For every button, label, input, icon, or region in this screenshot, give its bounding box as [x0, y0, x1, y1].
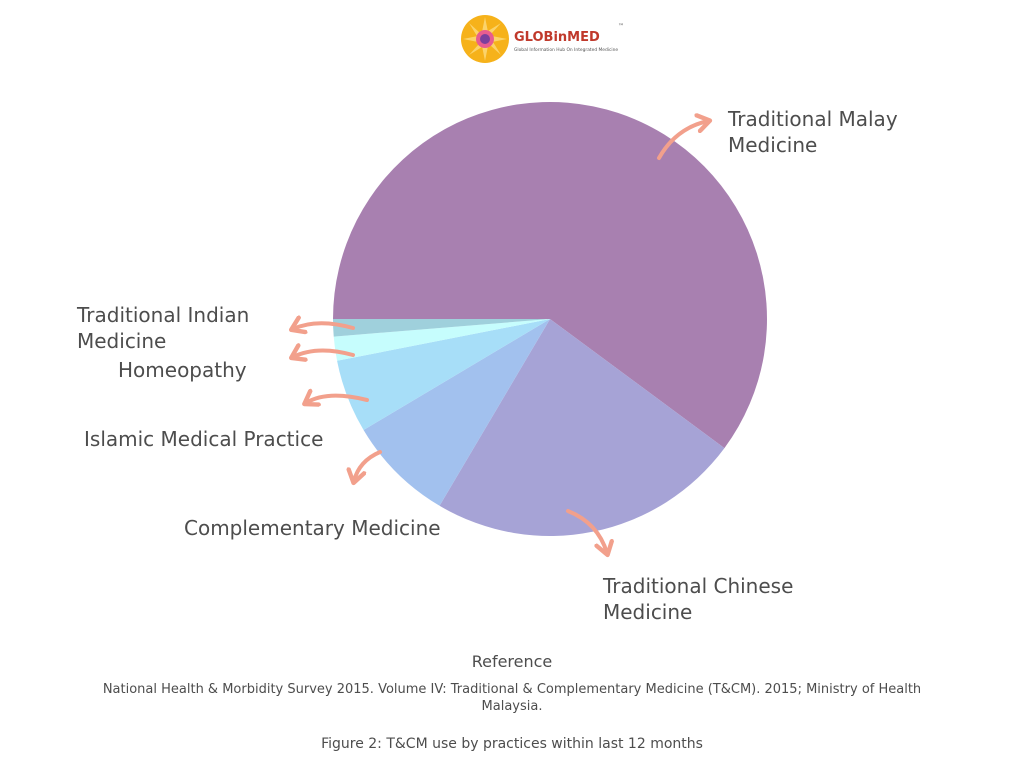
arrow-islamic: [306, 396, 369, 403]
pie-slice-traditional-malay-medicine: [333, 101, 767, 449]
pie-slice-homeopathy: [333, 319, 550, 361]
reference-heading: Reference: [471, 652, 553, 671]
figure-caption: Figure 2: T&CM use by practices within l…: [321, 736, 703, 752]
arrow-complementary: [354, 450, 382, 481]
slice-label-homeopathy: Homeopathy: [118, 358, 247, 382]
arrow-homeopathy: [293, 350, 355, 357]
arrow-chinese: [566, 509, 607, 553]
slice-label-traditional-malay-medicine: Traditional Malay Medicine: [728, 107, 898, 157]
globinmed-logo: GLOBinMED ™ Global Information Hub On In…: [460, 14, 630, 64]
sun-emblem-icon: [461, 15, 509, 63]
slice-label-complementary-medicine: Complementary Medicine: [184, 516, 441, 540]
logo-trademark: ™: [618, 23, 624, 30]
slice-label-traditional-chinese-medicine: Traditional Chinese Medicine: [603, 574, 794, 624]
pie-slice-traditional-chinese-medicine: [439, 319, 725, 536]
arrow-malay: [657, 121, 708, 160]
arrow-indian: [293, 323, 355, 329]
logo-brand-text: GLOBinMED: [514, 30, 600, 45]
logo-tagline: Global Information Hub On Integrated Med…: [514, 47, 618, 53]
slice-label-islamic-medical-practice: Islamic Medical Practice: [84, 427, 324, 451]
pie-slice-complementary-medicine: [363, 319, 550, 506]
reference-text: National Health & Morbidity Survey 2015.…: [102, 682, 922, 714]
slice-label-traditional-indian-medicine: Traditional Indian Medicine: [77, 303, 250, 353]
pie-slice-traditional-indian-medicine: [333, 319, 550, 337]
pie-slice-islamic-medical-practice: [337, 319, 550, 431]
